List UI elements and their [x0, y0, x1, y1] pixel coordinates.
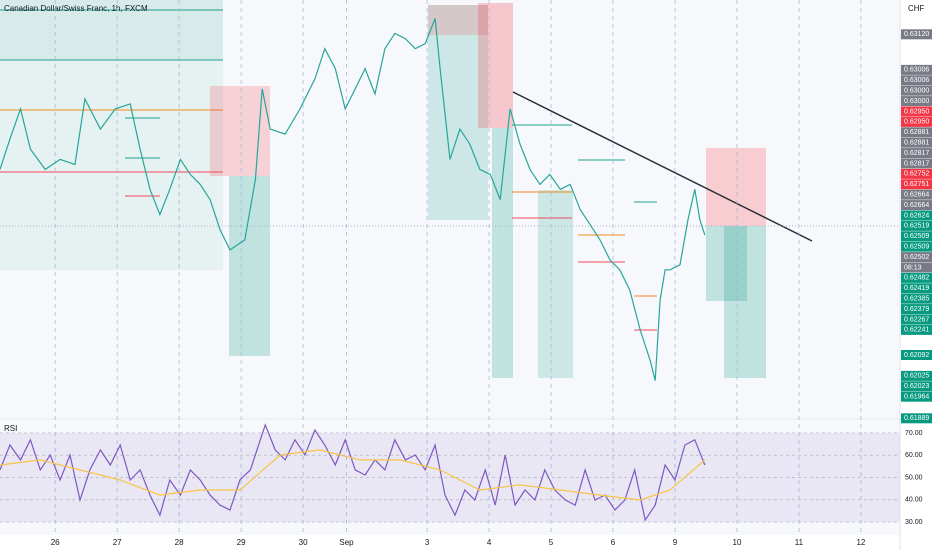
- price-label: 0.62624: [904, 212, 929, 219]
- price-label-bg: [901, 75, 932, 86]
- price-label: 0.62025: [904, 373, 929, 380]
- y-tick-label: 50.00: [905, 474, 923, 481]
- price-label-bg: [901, 137, 932, 148]
- price-label-bg: [901, 283, 932, 294]
- y-tick-label: 70.00: [905, 430, 923, 437]
- series-line: [0, 449, 706, 501]
- price-label-bg: [901, 210, 932, 221]
- countdown: 08:13: [904, 264, 922, 271]
- price-label: 0.62817: [904, 150, 929, 157]
- x-tick-label: 6: [611, 538, 616, 547]
- x-tick-label: 3: [425, 538, 430, 547]
- price-label: 0.62519: [904, 223, 929, 230]
- price-label-bg: [901, 85, 932, 96]
- price-label: 0.62751: [904, 181, 929, 188]
- x-tick-label: 27: [113, 538, 122, 547]
- price-label-bg: [901, 64, 932, 75]
- countdown-bg: [901, 262, 932, 273]
- price-label-bg: [901, 179, 932, 190]
- rsi-title: RSI: [4, 424, 17, 433]
- price-label: 0.62752: [904, 171, 929, 178]
- price-label-bg: [901, 220, 932, 231]
- pane: [0, 0, 900, 418]
- y-tick-label: 30.00: [905, 519, 923, 526]
- price-label: 0.63000: [904, 88, 929, 95]
- price-label: 0.62092: [904, 352, 929, 359]
- price-label: 0.62817: [904, 160, 929, 167]
- y-tick-label: 40.00: [905, 497, 923, 504]
- price-label: 0.62881: [904, 140, 929, 147]
- price-label-bg: [901, 293, 932, 304]
- x-tick-label: 5: [549, 538, 554, 547]
- chart-title: Canadian Dollar/Swiss Franc, 1h, FXCM: [4, 4, 148, 13]
- price-label: 0.61964: [904, 394, 929, 401]
- price-label-bg: [901, 231, 932, 242]
- price-label: 0.62482: [904, 275, 929, 282]
- price-label: 0.62023: [904, 383, 929, 390]
- price-label: 0.63006: [904, 77, 929, 84]
- y-tick-label: 60.00: [905, 452, 923, 459]
- price-label: 0.62881: [904, 129, 929, 136]
- price-label: 0.62267: [904, 316, 929, 323]
- price-label: 0.63120: [904, 31, 929, 38]
- price-label-bg: [901, 370, 932, 381]
- price-label-bg: [901, 148, 932, 159]
- price-label: 0.62241: [904, 327, 929, 334]
- price-label: 0.62950: [904, 119, 929, 126]
- price-label-bg: [901, 391, 932, 402]
- price-label-bg: [901, 116, 932, 127]
- price-label-bg: [901, 381, 932, 392]
- price-label-bg: [901, 304, 932, 315]
- price-label-bg: [901, 189, 932, 200]
- x-tick-label: 11: [795, 538, 804, 547]
- currency: CHF: [908, 4, 925, 13]
- series-line: [0, 423, 706, 522]
- price-label: 0.62950: [904, 108, 929, 115]
- price-label: 0.62379: [904, 306, 929, 313]
- x-tick-label: 26: [51, 538, 60, 547]
- price-label-bg: [901, 314, 932, 325]
- price-label-bg: [901, 413, 932, 424]
- price-label-bg: [901, 241, 932, 252]
- price-label: 0.63006: [904, 67, 929, 74]
- x-tick-label: Sep: [339, 538, 354, 547]
- x-tick-label: 30: [299, 538, 308, 547]
- price-label: 0.62385: [904, 296, 929, 303]
- price-label-bg: [901, 324, 932, 335]
- price-label: 0.62502: [904, 254, 929, 261]
- price-label-bg: [901, 272, 932, 283]
- price-label-bg: [901, 127, 932, 138]
- x-tick-label: 10: [733, 538, 742, 547]
- price-label-bg: [901, 158, 932, 169]
- price-label: 0.62419: [904, 285, 929, 292]
- price-label: 0.62509: [904, 233, 929, 240]
- price-label-bg: [901, 96, 932, 107]
- x-tick-label: 9: [673, 538, 678, 547]
- price-label: 0.62509: [904, 244, 929, 251]
- x-tick-label: 12: [856, 538, 865, 547]
- price-label-bg: [901, 29, 932, 40]
- series-line: [0, 18, 706, 381]
- drawings: [0, 0, 900, 378]
- price-label: 0.63000: [904, 98, 929, 105]
- x-tick-label: 28: [175, 538, 184, 547]
- price-label: 0.61889: [904, 415, 929, 422]
- price-label-bg: [901, 200, 932, 211]
- price-label: 0.62664: [904, 192, 929, 199]
- price-label-bg: [901, 349, 932, 360]
- price-label-bg: [901, 252, 932, 263]
- price-label-bg: [901, 168, 932, 179]
- price-label-bg: [901, 106, 932, 117]
- price-label: 0.62664: [904, 202, 929, 209]
- x-tick-label: 4: [487, 538, 492, 547]
- x-tick-label: 29: [237, 538, 246, 547]
